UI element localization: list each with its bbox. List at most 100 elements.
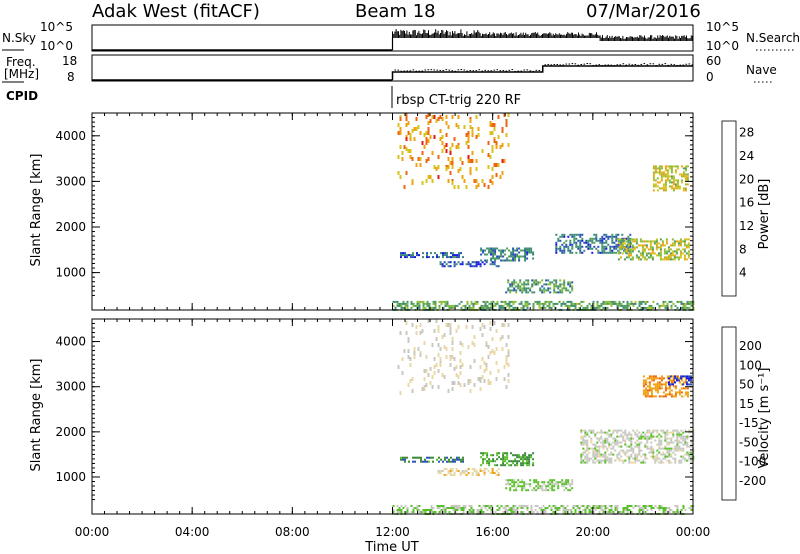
echo-cell <box>638 445 641 448</box>
echo-cell <box>423 377 426 381</box>
echo-cell <box>445 133 448 137</box>
echo-cell <box>530 456 533 459</box>
nave-dot <box>607 64 610 66</box>
echo-cell <box>497 468 500 470</box>
echo-cell <box>455 373 458 377</box>
echo-cell <box>448 458 450 461</box>
echo-cell <box>469 265 472 268</box>
echo-cell <box>587 239 590 242</box>
echo-cell <box>451 337 454 341</box>
echo-cell <box>492 247 495 250</box>
echo-cell <box>686 306 689 309</box>
echo-cell <box>528 511 531 513</box>
echo-cell <box>582 461 585 464</box>
echo-cell <box>531 285 534 288</box>
echo-cell <box>473 335 476 339</box>
echo-cell <box>684 379 687 382</box>
echo-cell <box>499 145 502 149</box>
echo-cell <box>438 256 440 259</box>
echo-cell <box>572 507 575 509</box>
nave-dot <box>652 63 655 65</box>
echo-cell <box>664 509 667 511</box>
echo-cell <box>630 511 633 513</box>
echo-cell <box>457 169 460 173</box>
colorbar-frame <box>721 326 737 501</box>
echo-cell <box>412 304 415 307</box>
echo-cell <box>462 304 465 307</box>
echo-cell <box>552 505 555 507</box>
echo-cell <box>641 248 644 251</box>
echo-cell <box>500 259 503 262</box>
echo-cell <box>492 304 495 307</box>
echo-cell <box>688 453 691 456</box>
echo-cell <box>516 253 519 256</box>
echo-cell <box>668 385 671 388</box>
echo-cell <box>432 306 435 309</box>
nave-dot <box>631 64 634 66</box>
nave-dot <box>598 64 601 66</box>
echo-cell <box>660 179 663 182</box>
nave-dot <box>592 64 595 66</box>
echo-cell <box>676 391 679 394</box>
echo-cell <box>431 179 434 183</box>
echo-cell <box>529 289 532 292</box>
echo-cell <box>638 304 641 307</box>
echo-cell <box>668 181 671 184</box>
echo-cell <box>686 165 689 168</box>
echo-cell <box>600 431 603 434</box>
nave-dot <box>529 70 532 72</box>
echo-cell <box>626 445 629 448</box>
nave-dot <box>688 63 691 65</box>
echo-cell <box>666 447 669 450</box>
echo-cell <box>573 237 576 240</box>
echo-cell <box>477 472 480 474</box>
echo-cell <box>664 507 667 509</box>
y-tick-label: 1000 <box>55 470 86 484</box>
echo-cell <box>508 259 511 262</box>
echo-cell <box>602 455 605 458</box>
echo-cell <box>682 381 685 384</box>
echo-cell <box>400 306 403 309</box>
echo-cell <box>429 381 432 385</box>
echo-cell <box>447 261 450 264</box>
echo-cell <box>541 279 544 282</box>
echo-cell <box>604 439 607 442</box>
echo-cell <box>480 511 483 513</box>
echo-cell <box>685 246 688 249</box>
echo-cell <box>592 449 595 452</box>
echo-cell <box>598 455 601 458</box>
echo-cell <box>427 373 430 377</box>
echo-cell <box>475 470 478 472</box>
echo-cell <box>639 244 642 247</box>
echo-cell <box>482 249 485 252</box>
echo-cell <box>674 505 677 507</box>
echo-cell <box>497 474 500 476</box>
echo-cell <box>483 379 486 383</box>
echo-cell <box>658 171 661 174</box>
echo-cell <box>500 253 503 256</box>
echo-cell <box>425 159 428 163</box>
echo-cell <box>684 173 687 176</box>
echo-cell <box>678 449 681 452</box>
echo-cell <box>622 304 625 307</box>
echo-cell <box>641 256 644 259</box>
echo-cell <box>629 258 632 261</box>
echo-cell <box>666 393 669 396</box>
echo-cell <box>570 302 573 305</box>
echo-cell <box>604 437 607 440</box>
echo-cell <box>584 449 587 452</box>
echo-cell <box>400 304 403 307</box>
echo-cell <box>453 263 456 266</box>
echo-cell <box>610 505 613 507</box>
echo-cell <box>499 337 502 341</box>
echo-cell <box>461 261 464 264</box>
echo-cell <box>646 435 649 438</box>
echo-cell <box>476 511 479 513</box>
echo-cell <box>515 285 518 288</box>
echo-cell <box>674 183 677 186</box>
echo-cell <box>505 343 508 347</box>
echo-cell <box>612 431 615 434</box>
echo-cell <box>426 254 428 257</box>
echo-cell <box>659 252 662 255</box>
colorbar-tick-label: 100 <box>739 358 762 372</box>
